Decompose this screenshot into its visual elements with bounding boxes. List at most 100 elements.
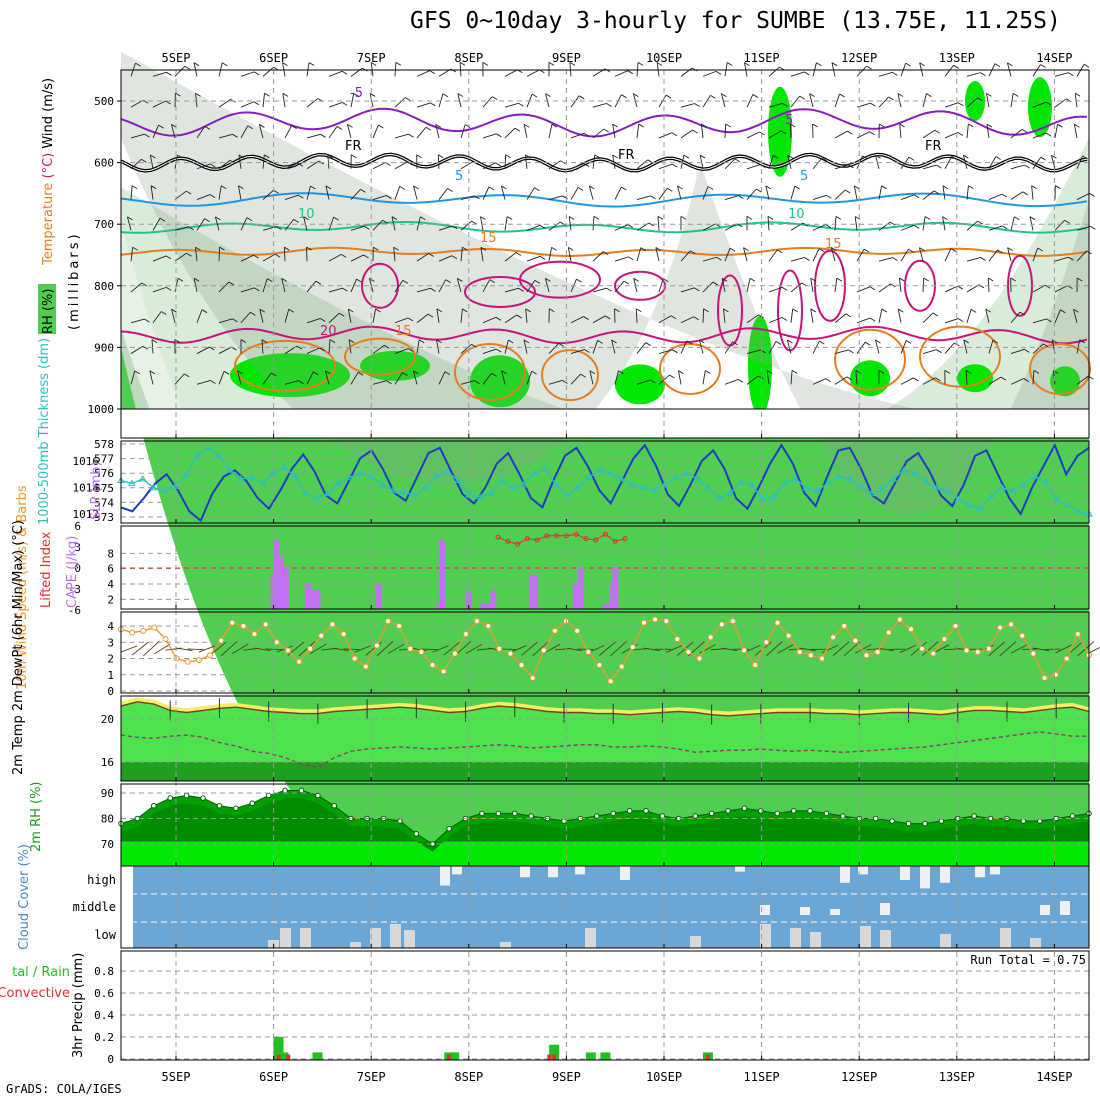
wind-barb-flag xyxy=(723,308,729,313)
wind-barb xyxy=(394,161,408,170)
wind-barb-flag xyxy=(1064,219,1070,224)
wind-barb-flag xyxy=(965,370,972,374)
wind-barb-flag xyxy=(399,185,405,190)
wind-barb-10m xyxy=(699,644,716,654)
thickness-point xyxy=(682,469,691,476)
wind-barb xyxy=(720,93,726,108)
wind-barb-flag xyxy=(402,279,409,284)
wind-barb-flag xyxy=(291,125,297,130)
wind-barb xyxy=(592,251,604,262)
cloud-low-bar xyxy=(390,924,401,948)
li-point xyxy=(524,536,530,542)
slp-series-line xyxy=(120,442,1090,523)
wind-barb xyxy=(988,156,997,169)
wind-barb xyxy=(944,132,959,139)
wind-barb-10m xyxy=(1055,644,1072,654)
wind-barb-flag xyxy=(1082,155,1088,160)
thickness-point xyxy=(312,494,321,501)
wind10m-point xyxy=(930,650,937,657)
rh-point xyxy=(167,795,174,801)
wind-barb xyxy=(1076,225,1091,231)
thickness-point xyxy=(639,483,647,491)
wind-barb-flag xyxy=(384,344,390,349)
wind10m-point xyxy=(907,626,914,633)
wind-barb xyxy=(482,162,496,170)
wind-barb-flag xyxy=(746,215,753,220)
wind-barb xyxy=(394,317,409,324)
wind-barb xyxy=(412,370,418,385)
wind-barb xyxy=(724,62,728,77)
wind-barb-flag xyxy=(444,371,451,376)
wind-barb xyxy=(658,187,668,200)
wind-barb xyxy=(548,221,561,231)
isotherm-label: FR xyxy=(925,139,942,154)
thickness-point xyxy=(617,475,626,482)
wind-barb-flag xyxy=(1046,318,1052,323)
cloud-high-bar xyxy=(920,866,930,889)
precip-total-bar xyxy=(278,1052,289,1060)
y-axis-label-slp: SLP (mb) xyxy=(89,461,104,520)
wind10m-point xyxy=(262,621,269,628)
wind-barb xyxy=(898,278,902,293)
wind-barb xyxy=(482,96,493,108)
wind-barb-flag xyxy=(986,93,992,97)
wind-barb-flag xyxy=(780,130,787,135)
wind-barb xyxy=(656,62,660,77)
wind-barb-flag xyxy=(464,124,471,128)
isotherm-label: -5 xyxy=(350,86,363,101)
wind-barb xyxy=(460,247,463,262)
wind-barb xyxy=(636,159,649,170)
wind-barb-flag xyxy=(393,246,399,251)
wind-barb-flag xyxy=(968,123,974,128)
wind-barb-flag xyxy=(699,154,706,159)
wind-barb xyxy=(438,93,444,108)
wind-barb-flag xyxy=(715,70,722,75)
wind-barb-flag xyxy=(875,339,881,344)
date-label-bottom: 14SEP xyxy=(1036,1070,1072,1084)
wind10m-point xyxy=(707,634,714,641)
wind-barb xyxy=(413,185,418,200)
wind-barb-flag xyxy=(436,339,442,344)
wind-barb xyxy=(262,154,265,169)
wind-barb-flag xyxy=(657,216,664,220)
rh-point xyxy=(1069,813,1076,819)
wind-barb xyxy=(570,316,584,324)
wind-barb xyxy=(218,133,233,139)
wind-barb xyxy=(658,315,672,324)
wind-barb xyxy=(633,278,638,293)
y-tick-label-slp: 1016 xyxy=(73,455,100,468)
wind-barb xyxy=(768,66,780,77)
wind-barb-flag xyxy=(924,216,931,220)
wind-barb-flag xyxy=(1000,376,1007,381)
wind-barb xyxy=(347,124,352,139)
wind-barb-flag xyxy=(669,374,675,379)
thickness-point xyxy=(236,475,245,482)
date-label-top: 8SEP xyxy=(454,51,483,65)
wind-barb-flag xyxy=(471,343,477,348)
y-axis-label-temperature: Temperature (°C) Wind (m/s) xyxy=(41,78,56,266)
wind-barb-flag xyxy=(611,339,617,344)
y-tick-label-precip: 0.6 xyxy=(94,987,114,1000)
wind-barb-flag xyxy=(264,154,270,159)
wind-barb-flag xyxy=(756,188,762,193)
wind-barb xyxy=(240,71,255,77)
wind-barb-flag xyxy=(413,185,419,190)
thickness-point xyxy=(541,464,550,472)
wind-barb xyxy=(525,308,528,323)
wind-barb-flag xyxy=(297,162,304,167)
wind-barb xyxy=(237,185,242,200)
wind-barb xyxy=(988,376,1002,385)
wind-barb-flag xyxy=(638,123,644,128)
wind-barb-10m xyxy=(120,645,138,653)
wind-barb xyxy=(149,370,154,385)
wind10m-point xyxy=(1019,632,1026,639)
wind-barb-flag xyxy=(844,189,851,194)
rh-point xyxy=(528,813,534,819)
wind-barb xyxy=(900,340,907,354)
wind-barb-flag xyxy=(693,316,699,321)
cloud-high-bar xyxy=(452,866,462,875)
rh-point xyxy=(741,805,748,812)
thickness-point xyxy=(693,475,702,482)
wind-barb-flag xyxy=(908,248,914,253)
wind-barb xyxy=(328,253,342,262)
